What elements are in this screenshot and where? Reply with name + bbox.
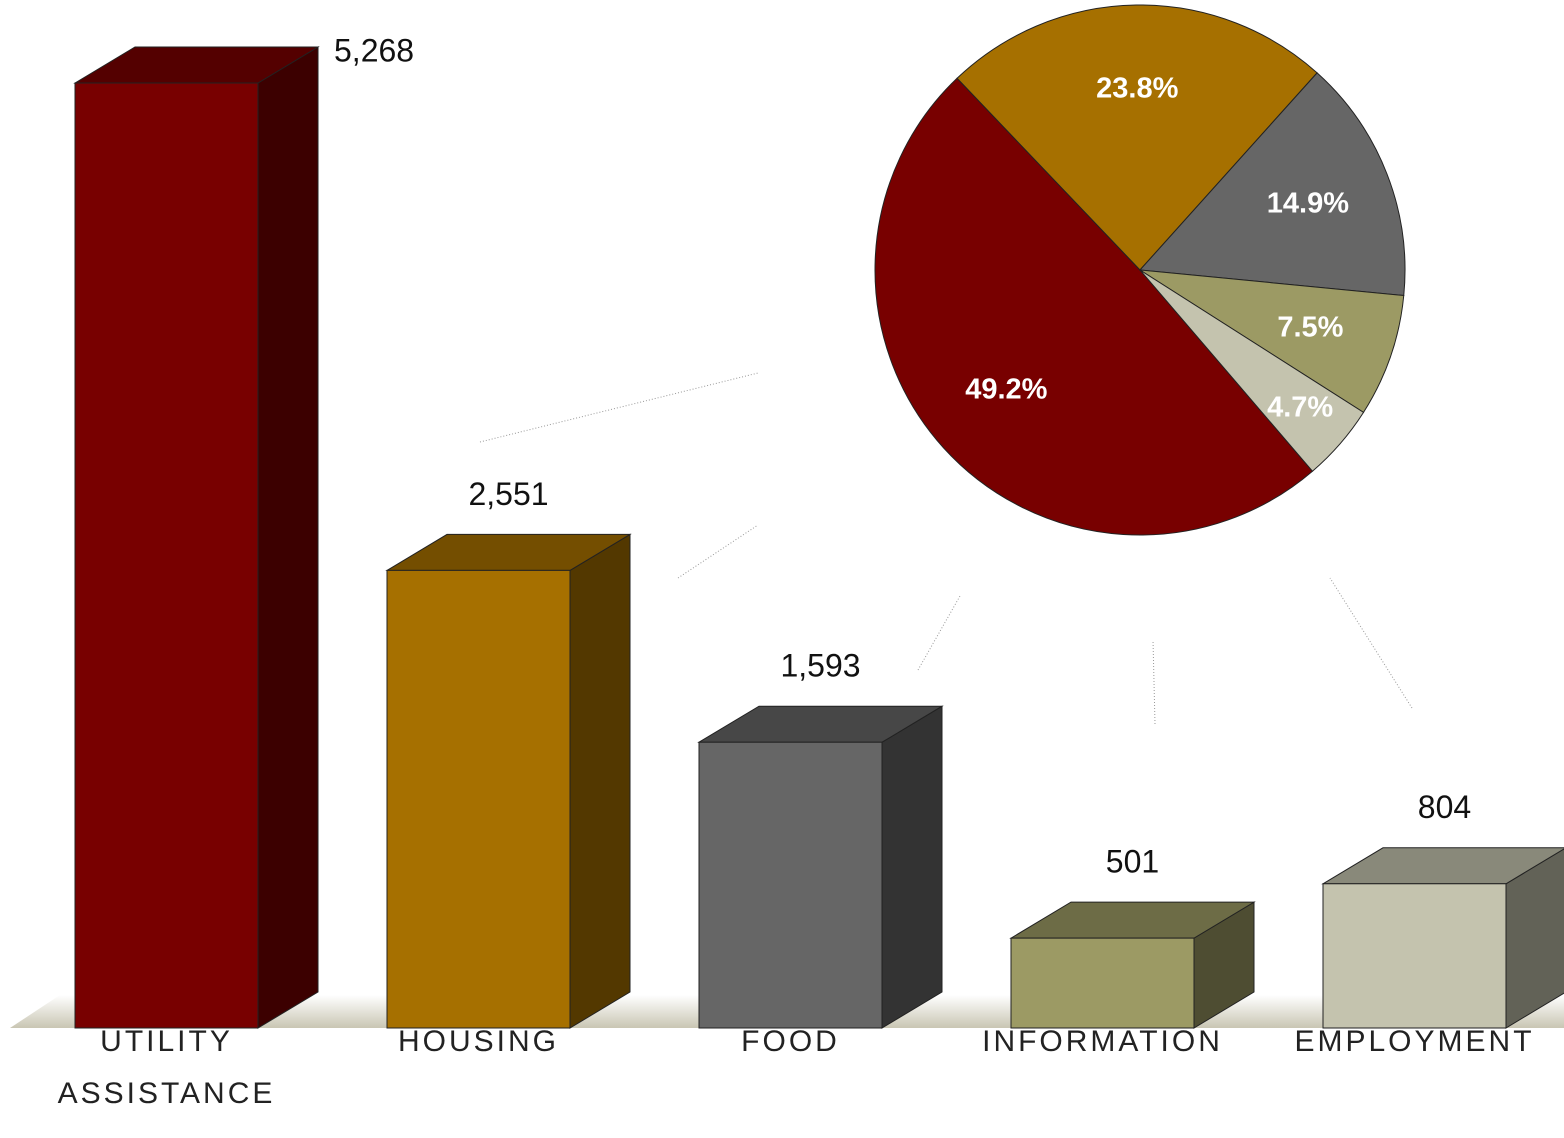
slice-label: 23.8% xyxy=(1096,72,1178,104)
bar xyxy=(1010,937,1195,1029)
value-label: 804 xyxy=(1418,789,1471,825)
bar xyxy=(74,82,259,1029)
bar xyxy=(386,569,571,1029)
slice-label: 7.5% xyxy=(1277,311,1343,343)
bar xyxy=(698,741,883,1029)
bar-side xyxy=(569,533,631,1029)
value-label: 2,551 xyxy=(468,476,548,512)
slice-label: 4.7% xyxy=(1267,392,1333,424)
category-label: FOOD xyxy=(741,1025,840,1058)
pie-slice xyxy=(1139,269,1405,414)
value-label: 1,593 xyxy=(780,648,860,684)
bar-side xyxy=(881,705,943,1029)
bar-side xyxy=(257,46,319,1029)
category-label: INFORMATION xyxy=(982,1025,1223,1058)
pie-slice xyxy=(1138,72,1406,297)
category-label: HOUSING xyxy=(397,1025,559,1058)
slice-label: 14.9% xyxy=(1267,187,1349,219)
slice-label: 49.2% xyxy=(965,374,1047,406)
value-label: 5,268 xyxy=(334,32,414,68)
pie-slice xyxy=(956,4,1318,271)
bar xyxy=(1322,883,1507,1029)
pie-slice xyxy=(874,77,1314,536)
pie-slice xyxy=(1139,269,1365,472)
category-label: EMPLOYMENT xyxy=(1294,1025,1535,1058)
value-label: 501 xyxy=(1106,844,1159,880)
connectors xyxy=(479,372,1413,725)
category-label: UTILITY ASSISTANCE xyxy=(57,1025,276,1110)
